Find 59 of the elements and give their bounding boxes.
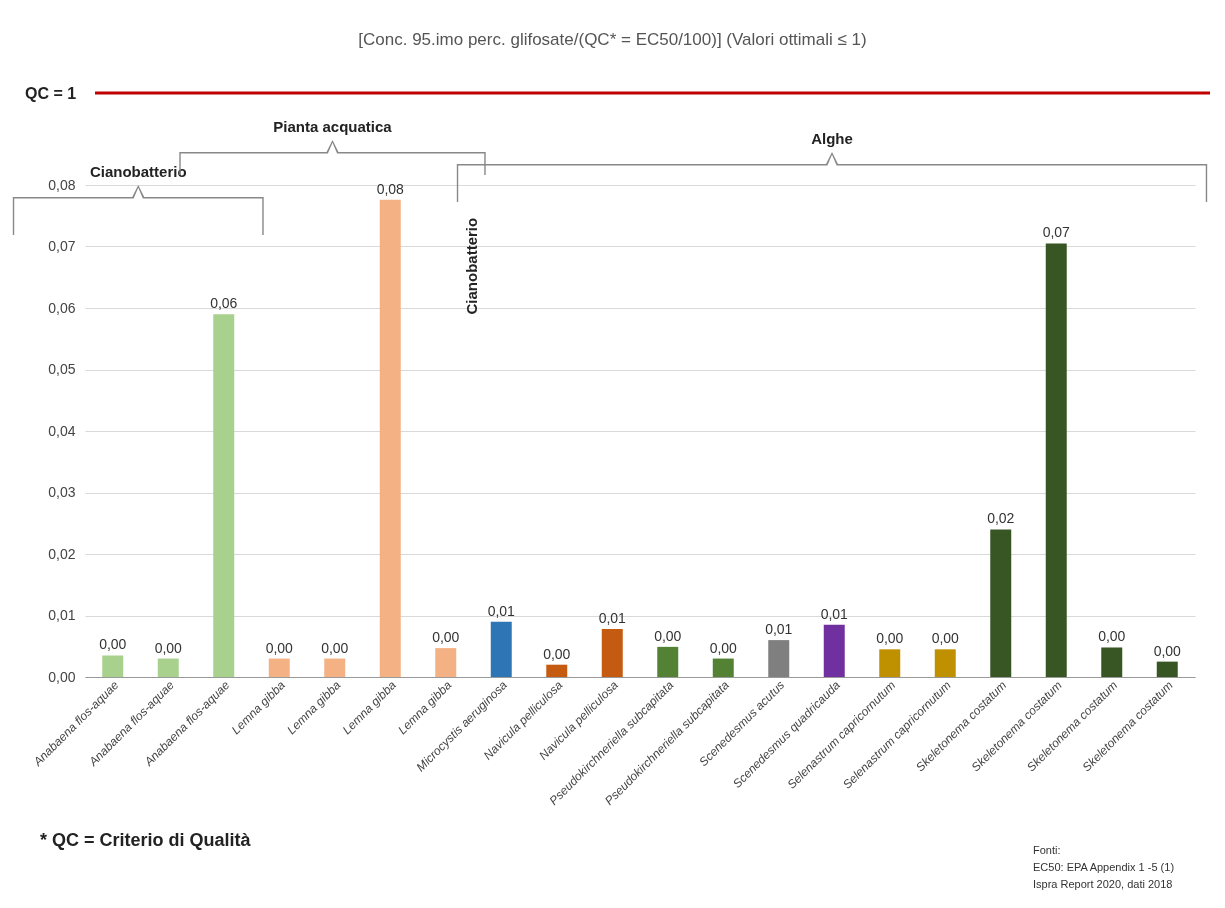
bar (213, 314, 235, 677)
data-label: 0,06 (210, 295, 238, 312)
data-label: 0,00 (543, 645, 571, 662)
bar (546, 664, 568, 677)
bar (934, 649, 956, 677)
bar (490, 621, 512, 677)
bar (879, 649, 901, 677)
bar (324, 658, 346, 677)
bar (435, 648, 457, 677)
text: QC = 1 (25, 85, 77, 102)
y-tick-label: 0,03 (48, 484, 76, 500)
data-label: 0,00 (1153, 642, 1182, 659)
y-tick-label: 0,06 (48, 299, 76, 316)
bar (768, 640, 790, 677)
data-label: 0,02 (987, 510, 1015, 527)
data-label: 0,00 (432, 629, 460, 646)
bar (268, 658, 290, 677)
data-label: 0,00 (154, 639, 183, 656)
bar (601, 629, 623, 677)
text: * QC = Criterio di Qualità (40, 830, 251, 851)
text: Ispra Report 2020, dati 2018 (1033, 877, 1174, 892)
data-label: 0,00 (321, 639, 349, 656)
data-label: 0,00 (931, 630, 960, 647)
y-tick-label: 0,05 (48, 361, 76, 377)
data-label: 0,01 (765, 621, 793, 638)
y-tick-label: 0,07 (48, 238, 76, 254)
bar (157, 658, 179, 677)
data-label: 0,00 (876, 630, 904, 647)
bar (1156, 661, 1178, 677)
bar (379, 199, 401, 677)
chart-title: [Conc. 95.imo perc. glifosate/(QC* = EC50/100)] (Valori ottimali ≤ 1) (357, 30, 868, 50)
text: EC50: EPA Appendix 1 -5 (1) (1033, 860, 1175, 875)
data-label: 0,00 (99, 636, 127, 653)
data-label: 0,07 (1042, 224, 1071, 241)
data-label: 0,00 (709, 639, 738, 656)
bar (1101, 647, 1123, 677)
y-tick-label: 0,01 (48, 607, 76, 623)
text: Fonti: (1033, 843, 1062, 858)
y-tick-label: 0,08 (48, 176, 76, 193)
text: Cianobatterio (89, 163, 187, 180)
bar (823, 624, 845, 677)
y-tick-label: 0,02 (48, 545, 76, 562)
data-label: 0,08 (376, 180, 405, 197)
bar (990, 529, 1012, 677)
data-label: 0,01 (820, 605, 849, 622)
data-label: 0,01 (598, 610, 627, 627)
annotation: Cianobatterio (463, 217, 481, 315)
data-label: 0,01 (487, 602, 516, 619)
text: Alghe (811, 130, 853, 147)
data-label: 0,00 (654, 627, 682, 644)
bar (102, 655, 124, 677)
y-tick-label: 0,00 (48, 668, 76, 685)
bar (712, 658, 734, 677)
y-tick-label: 0,04 (48, 422, 76, 439)
bar (1045, 243, 1067, 677)
data-label: 0,00 (265, 639, 294, 656)
bar (657, 646, 679, 677)
data-label: 0,00 (1098, 628, 1126, 645)
text: Pianta acquatica (273, 118, 393, 135)
